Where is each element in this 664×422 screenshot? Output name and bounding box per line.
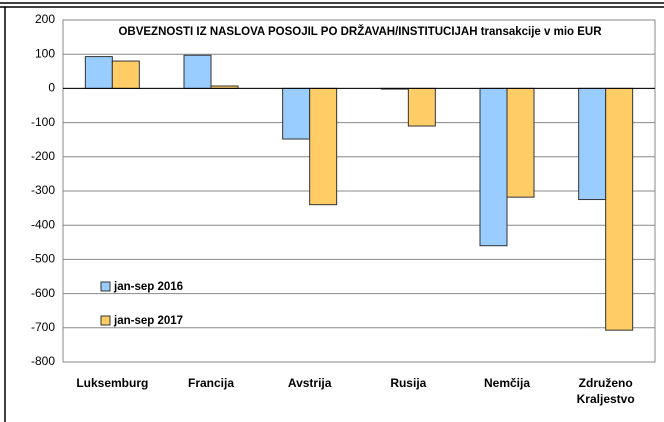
y-tick-label: -200 [31,149,55,163]
y-tick-label: -400 [31,217,55,231]
bar [578,87,607,201]
legend-label: jan-sep 2017 [113,315,183,327]
bar [407,87,436,127]
x-tick-label: Rusija [390,376,427,390]
bar [84,56,113,89]
legend-swatch [100,315,111,326]
plot-frame [62,19,656,363]
x-tick-label: Združeno Kraljestvo [576,376,635,406]
y-tick-label: 0 [48,81,55,95]
bar [309,87,338,206]
legend-swatch [100,281,111,292]
x-tick-label: Nemčija [483,376,531,390]
legend-label: jan-sep 2016 [113,281,183,293]
bar [479,87,508,247]
bar [111,60,140,89]
y-tick-label: 100 [35,46,55,60]
y-tick-label: -500 [31,252,55,266]
y-tick-label: -800 [31,354,55,368]
bar [282,87,311,140]
bar [183,54,212,89]
y-tick-label: -300 [31,183,55,197]
x-tick-label: Francija [187,376,235,390]
y-tick-label: 200 [35,12,55,26]
y-tick-label: -600 [31,286,55,300]
x-tick-label: Luksemburg [76,376,149,390]
bar [605,87,634,331]
y-tick-label: -700 [31,320,55,334]
y-tick-label: -100 [31,115,55,129]
bar [506,87,535,198]
x-tick-label: Avstrija [287,376,332,390]
chart-title: OBVEZNOSTI IZ NASLOVA POSOJIL PO DRŽAVAH… [118,25,602,38]
